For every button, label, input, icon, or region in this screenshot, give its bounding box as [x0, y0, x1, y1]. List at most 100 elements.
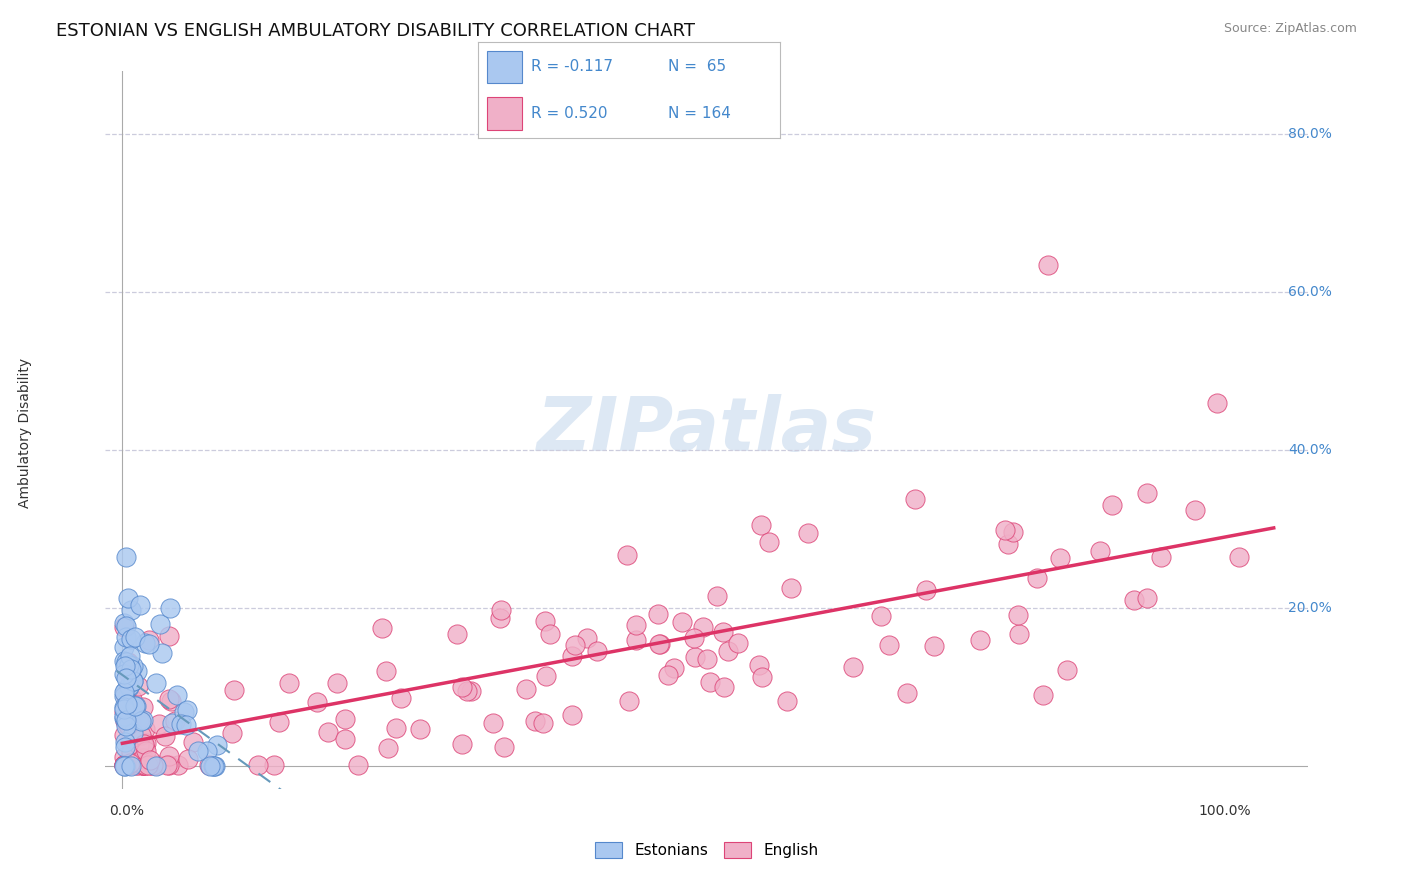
Point — [1002, 524, 1025, 539]
Point — [1184, 502, 1206, 516]
Point — [375, 664, 398, 678]
Point — [150, 646, 173, 660]
Point — [683, 632, 706, 646]
Point — [683, 650, 706, 665]
Point — [531, 716, 554, 731]
Point — [534, 669, 557, 683]
Point — [125, 758, 148, 772]
Point — [112, 708, 135, 723]
Point — [132, 737, 155, 751]
Point — [114, 758, 136, 772]
Point — [115, 619, 138, 633]
Text: ZIPatlas: ZIPatlas — [537, 394, 876, 467]
Point — [201, 758, 224, 772]
Point — [132, 758, 155, 772]
Point — [112, 728, 135, 742]
Point — [115, 707, 138, 722]
Point — [112, 758, 135, 772]
Point — [727, 636, 749, 650]
Point — [114, 687, 136, 701]
Point — [450, 680, 472, 694]
Point — [142, 758, 165, 772]
Point — [112, 758, 135, 772]
Point — [166, 688, 188, 702]
Point — [160, 715, 183, 730]
Point — [112, 667, 135, 681]
Point — [160, 694, 183, 708]
Point — [114, 671, 136, 685]
Point — [205, 738, 228, 752]
Point — [114, 659, 136, 673]
Bar — [486, 97, 522, 129]
Point — [120, 758, 142, 772]
Point — [748, 658, 770, 673]
Point — [246, 758, 269, 772]
Point — [389, 691, 412, 706]
Point — [221, 726, 243, 740]
Text: ESTONIAN VS ENGLISH AMBULATORY DISABILITY CORRELATION CHART: ESTONIAN VS ENGLISH AMBULATORY DISABILIT… — [56, 22, 695, 40]
Point — [157, 692, 180, 706]
Point — [561, 707, 583, 722]
Point — [650, 637, 672, 651]
Point — [134, 636, 156, 650]
Bar — [486, 51, 522, 83]
Point — [112, 700, 135, 714]
Point — [713, 680, 735, 694]
Point — [586, 644, 609, 658]
Point — [346, 758, 368, 772]
Point — [187, 744, 209, 758]
Point — [134, 758, 156, 772]
Point — [121, 725, 143, 739]
Point — [117, 662, 139, 676]
Point — [132, 699, 155, 714]
Point — [1036, 258, 1059, 272]
Point — [267, 714, 290, 729]
Point — [127, 710, 149, 724]
Point — [117, 665, 139, 679]
Point — [117, 681, 139, 695]
Point — [1008, 627, 1031, 641]
Point — [170, 717, 193, 731]
Point — [488, 611, 510, 625]
Point — [129, 714, 152, 728]
Point — [112, 705, 135, 719]
Point — [174, 717, 197, 731]
Point — [370, 621, 392, 635]
Point — [538, 627, 561, 641]
Point — [117, 718, 139, 732]
Point — [198, 758, 221, 772]
Point — [564, 638, 586, 652]
Point — [128, 738, 150, 752]
Point — [482, 716, 505, 731]
Point — [112, 711, 135, 725]
Point — [922, 639, 945, 653]
Text: 20.0%: 20.0% — [1288, 601, 1331, 615]
Point — [163, 714, 186, 728]
Text: 0.0%: 0.0% — [108, 804, 143, 818]
Point — [122, 659, 145, 673]
Point — [156, 758, 179, 772]
Point — [121, 674, 143, 689]
Point — [112, 640, 135, 654]
Point — [157, 629, 180, 643]
Point — [132, 751, 155, 765]
Point — [117, 698, 139, 713]
Point — [131, 728, 153, 742]
Point — [138, 633, 160, 648]
Point — [176, 751, 198, 765]
Point — [122, 674, 145, 689]
Point — [751, 518, 773, 533]
Point — [112, 749, 135, 764]
Point — [120, 715, 142, 730]
Point — [145, 758, 167, 772]
Point — [997, 537, 1019, 551]
Point — [1206, 396, 1229, 410]
Point — [112, 702, 135, 716]
Point — [117, 758, 139, 772]
Point — [115, 655, 138, 669]
Point — [138, 758, 160, 772]
Point — [117, 758, 139, 772]
Point — [489, 602, 512, 616]
Point — [114, 739, 136, 754]
Point — [657, 668, 679, 682]
